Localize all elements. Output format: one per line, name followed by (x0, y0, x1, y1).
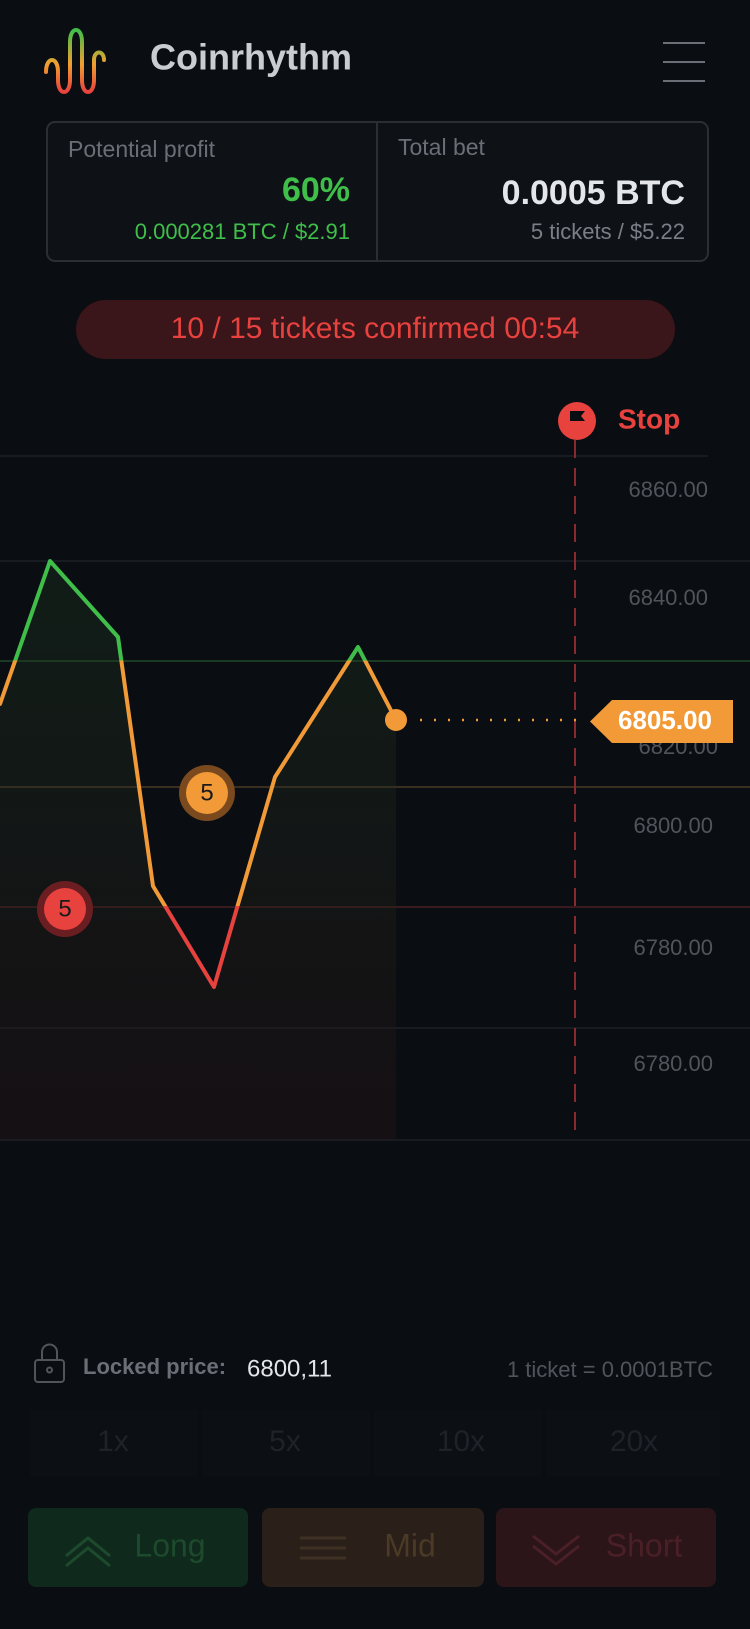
y-labels: 6860.00 6840.00 6820.00 6800.00 6780.00 … (628, 477, 718, 1076)
y-label: 6840.00 (628, 585, 708, 610)
mid-icon (300, 1536, 346, 1560)
y-label: 6800.00 (633, 813, 713, 838)
multiplier-cell[interactable] (202, 1410, 370, 1476)
multiplier-cell[interactable] (30, 1410, 198, 1476)
profit-value: 60% (282, 171, 350, 209)
current-dot (385, 709, 407, 731)
long-button[interactable] (28, 1508, 248, 1587)
marker-count: 5 (58, 895, 71, 922)
marker[interactable] (186, 772, 228, 814)
marker[interactable] (44, 888, 86, 930)
mid-label: Mid (384, 1527, 436, 1563)
locked-price-value: 6800,11 (247, 1355, 332, 1382)
mid-button[interactable] (262, 1508, 484, 1587)
bet-detail: 5 tickets / $5.22 (531, 219, 685, 244)
status-text: 10 / 15 tickets confirmed 00:54 (171, 312, 580, 345)
profit-detail: 0.000281 BTC / $2.91 (135, 219, 350, 244)
menu-button[interactable] (663, 42, 705, 82)
y-label: 6860.00 (628, 477, 708, 502)
multiplier: 20x (610, 1425, 658, 1458)
price-tag (590, 700, 733, 743)
locked-price-label: Locked price: (83, 1354, 226, 1379)
multiplier: 5x (269, 1425, 301, 1458)
status-pill (76, 300, 675, 359)
y-label: 6780.00 (633, 935, 713, 960)
price-tag-text: 6805.00 (618, 705, 712, 735)
short-label: Short (606, 1527, 683, 1563)
profit-label: Potential profit (68, 136, 216, 162)
logo[interactable] (44, 28, 106, 94)
short-button[interactable] (496, 1508, 716, 1587)
short-icon (532, 1534, 580, 1566)
long-label: Long (134, 1527, 205, 1563)
multiplier: 10x (437, 1425, 485, 1458)
stop-label: Stop (618, 403, 680, 434)
multiplier-row: 1x 5x 10x 20x (30, 1410, 720, 1476)
multiplier: 1x (97, 1425, 129, 1458)
lock-icon (34, 1343, 65, 1383)
bet-value: 0.0005 BTC (502, 174, 685, 212)
app-name: Coinrhythm (150, 37, 352, 78)
ticket-rate: 1 ticket = 0.0001BTC (507, 1357, 713, 1382)
long-icon (65, 1536, 111, 1568)
price-area (0, 561, 396, 1140)
bet-label: Total bet (398, 134, 486, 160)
y-label: 6780.00 (633, 1051, 713, 1076)
stop-flag (570, 411, 585, 431)
multiplier-cell[interactable] (374, 1410, 542, 1476)
multiplier-cell[interactable] (546, 1410, 720, 1476)
marker-count: 5 (200, 779, 213, 806)
price-line (0, 559, 398, 989)
